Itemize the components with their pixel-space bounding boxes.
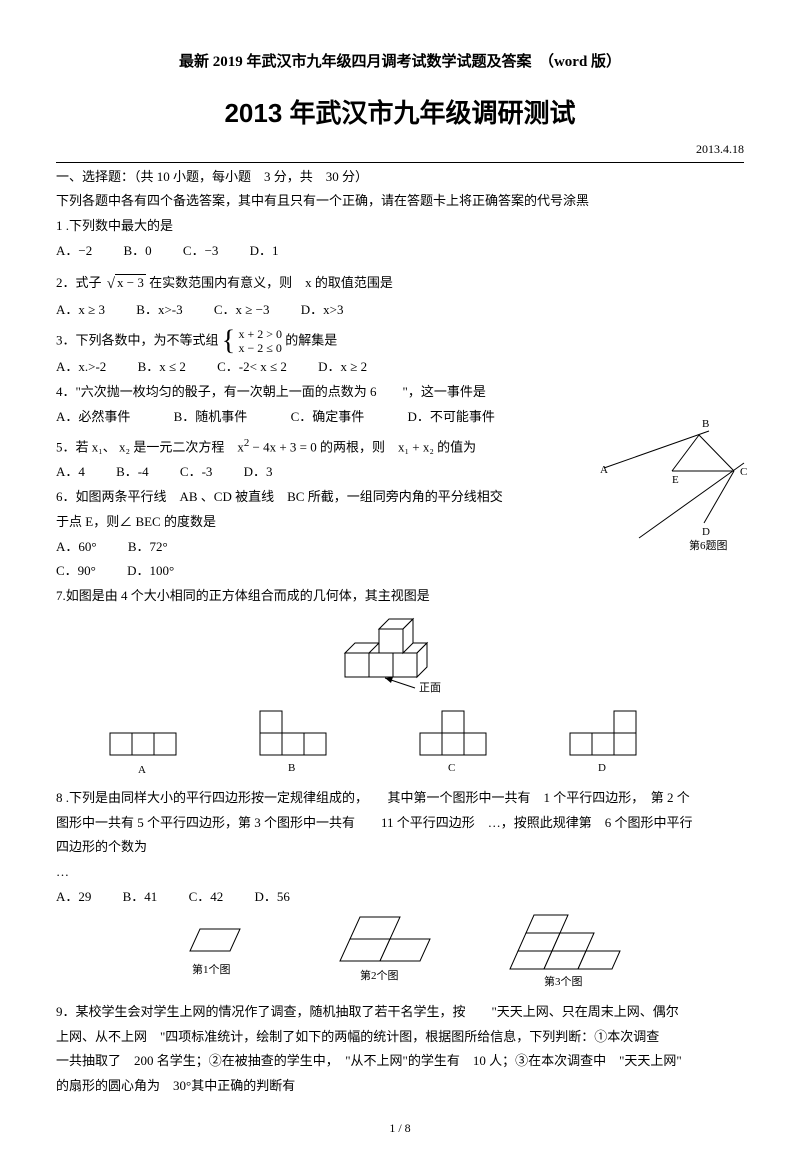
q6-label-a: A (600, 464, 608, 476)
q4-opt-b: B．随机事件 (174, 405, 248, 430)
q2-stem-b: 在实数范围内有意义，则 x 的取值范围是 (149, 275, 393, 290)
q4-opt-c: C．确定事件 (291, 405, 365, 430)
q2-opt-c: C．x ≥ −3 (214, 298, 270, 323)
q8-cap1: 第1个图 (192, 962, 231, 976)
q5-opt-c: C．-3 (180, 460, 213, 485)
q6-figure: A B C D E 第6题图 (594, 413, 754, 553)
q5-stem-a: 5．若 x₁、 x₂ 是一元二次方程 x (56, 440, 244, 455)
q9-l4: 的扇形的圆心角为 30°其中正确的判断有 (56, 1074, 744, 1099)
q8-cap2: 第2个图 (360, 968, 399, 982)
q1-stem: 1 .下列数中最大的是 (56, 214, 744, 239)
q7-opt-a-label: A (138, 764, 146, 775)
q1-options: A．−2 B．0 C．−3 D．1 (56, 239, 744, 264)
q7-opt-c-label: C (448, 762, 455, 774)
q8-opt-c: C．42 (189, 885, 224, 910)
q5-options: A．4 B．-4 C．-3 D．3 (56, 460, 576, 485)
q1-opt-b: B．0 (123, 239, 151, 264)
q7-opt-b-label: B (288, 762, 295, 774)
q7-solid-figure: 正面 (56, 613, 744, 702)
q6-opt-d: D．100° (127, 559, 174, 584)
q2-stem: 2．式子 √x − 3 在实数范围内有意义，则 x 的取值范围是 (56, 269, 744, 298)
q5-opt-a: A．4 (56, 460, 85, 485)
q8-opt-b: B．41 (123, 885, 158, 910)
q4-opt-a: A．必然事件 (56, 405, 130, 430)
q2-options: A．x ≥ 3 B．x>-3 C．x ≥ −3 D．x>3 (56, 298, 744, 323)
q1-opt-a: A．−2 (56, 239, 92, 264)
q8-opt-a: A．29 (56, 885, 91, 910)
main-title: 2013 年武汉市九年级调研测试 (56, 89, 744, 138)
q7-front-label: 正面 (419, 682, 441, 693)
q8-stem1: 8 .下列是由同样大小的平行四边形按一定规律组成的， 其中第一个图形中一共有 1… (56, 786, 744, 811)
q2-opt-b: B．x>-3 (136, 298, 182, 323)
q4-opt-d: D．不可能事件 (407, 405, 494, 430)
q3-stem-b: 的解集是 (285, 332, 337, 347)
q6-stem1: 6．如图两条平行线 AB 、CD 被直线 BC 所截，一组同旁内角的平分线相交 (56, 485, 576, 510)
q6-label-d: D (702, 526, 710, 538)
q9-l1: 9．某校学生会对学生上网的情况作了调查，随机抽取了若干名学生，按 "天天上网、只… (56, 1000, 744, 1025)
q6-caption: 第6题图 (689, 538, 728, 552)
q7-stem: 7.如图是由 4 个大小相同的正方体组合而成的几何体，其主视图是 (56, 584, 744, 609)
q2-opt-a: A．x ≥ 3 (56, 298, 105, 323)
q8-opt-d: D．56 (254, 885, 289, 910)
section-header: 一、选择题：（共 10 小题，每小题 3 分，共 30 分） (56, 165, 744, 190)
q6-opt-b: B．72° (128, 535, 168, 560)
q3-opt-b: B．x ≤ 2 (138, 355, 186, 380)
q9-l2: 上网、从不上网 "四项标准统计，绘制了如下的两幅的统计图，根据图所给信息，下列判… (56, 1025, 744, 1050)
q5-opt-d: D．3 (244, 460, 273, 485)
q6-options-row1: A．60° B．72° (56, 535, 576, 560)
page-header: 最新 2019 年武汉市九年级四月调考试数学试题及答案 （word 版） (56, 48, 744, 77)
q8-stem3: 四边形的个数为 (56, 835, 744, 860)
q6-opt-a: A．60° (56, 535, 97, 560)
q6-label-c: C (740, 466, 747, 478)
q6-diagram: A B C D E 第6题图 (594, 413, 754, 553)
q6-label-e: E (672, 474, 679, 486)
q3-opt-d: D．x ≥ 2 (318, 355, 367, 380)
q8-stem2: 图形中一共有 5 个平行四边形，第 3 个图形中一共有 11 个平行四边形 …，… (56, 811, 744, 836)
sqrt-expr: √x − 3 (105, 275, 149, 290)
q3-ineq-bot: x − 2 ≤ 0 (238, 341, 281, 355)
q5-stem: 5．若 x₁、 x₂ 是一元二次方程 x2 − 4x + 3 = 0 的两根，则… (56, 433, 576, 460)
q3-ineq-top: x + 2 > 0 (238, 327, 282, 341)
q3-stem-a: 3．下列各数中，为不等式组 (56, 332, 219, 347)
q1-opt-d: D．1 (250, 239, 279, 264)
q8-options: A．29 B．41 C．42 D．56 (56, 885, 744, 910)
q8-figures: 第1个图 第2个图 第3个图 (56, 911, 744, 998)
q2-stem-a: 2．式子 (56, 275, 105, 290)
q5-stem-b: − 4x + 3 = 0 的两根，则 x₁ + x₂ 的值为 (249, 440, 476, 455)
q5-opt-b: B．-4 (116, 460, 149, 485)
q3-stem: 3．下列各数中，为不等式组 { x + 2 > 0 x − 2 ≤ 0 的解集是 (56, 327, 744, 356)
q7-opt-d-label: D (598, 762, 606, 774)
q3-opt-c: C．-2< x ≤ 2 (217, 355, 287, 380)
q8-cap3: 第3个图 (544, 974, 583, 988)
q6-options-row2: C．90° D．100° (56, 559, 576, 584)
q3-options: A．x.>-2 B．x ≤ 2 C．-2< x ≤ 2 D．x ≥ 2 (56, 355, 744, 380)
q6-stem2: 于点 E，则∠ BEC 的度数是 (56, 510, 576, 535)
q6-label-b: B (702, 418, 709, 430)
q4-stem: 4．"六次抛一枚均匀的骰子，有一次朝上一面的点数为 6 "，这一事件是 (56, 380, 744, 405)
q7-options-figures: A B C (56, 705, 744, 784)
q6-opt-c: C．90° (56, 559, 96, 584)
q8-dots: … (56, 860, 744, 885)
q1-opt-c: C．−3 (183, 239, 219, 264)
q9-l3: 一共抽取了 200 名学生；②在被抽查的学生中， "从不上网"的学生有 10 人… (56, 1049, 744, 1074)
q3-opt-a: A．x.>-2 (56, 355, 106, 380)
exam-date: 2013.4.18 (56, 138, 744, 163)
section-note: 下列各题中各有四个备选答案，其中有且只有一个正确，请在答题卡上将正确答案的代号涂… (56, 189, 744, 214)
page-footer: 1 / 8 (56, 1117, 744, 1140)
q2-opt-d: D．x>3 (301, 298, 344, 323)
